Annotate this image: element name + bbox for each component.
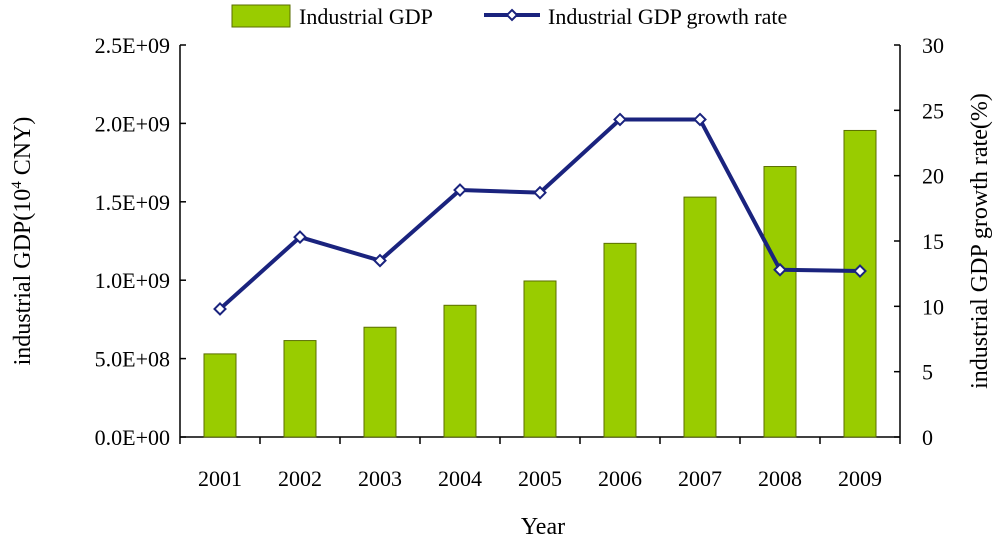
growth-rate-point-2007 — [693, 112, 707, 127]
left-axis-title-sup: 4 — [9, 181, 25, 189]
legend-bar-label: Industrial GDP — [299, 4, 433, 29]
growth-rate-point-2004 — [453, 183, 467, 197]
category-label: 2003 — [358, 466, 402, 491]
bar-2008 — [763, 166, 797, 438]
growth-rate-point-2009 — [853, 264, 867, 278]
bar-2001 — [203, 353, 237, 438]
bar-2003 — [363, 326, 397, 438]
category-label: 2001 — [198, 466, 242, 491]
growth-rate-series — [213, 112, 867, 316]
left-ticks: 0.0E+00 5.0E+08 1.0E+09 1.5E+09 2.0E+09 2.5E+… — [95, 33, 186, 450]
right-ticks: 0 5 10 15 20 25 30 — [894, 33, 944, 450]
bar-2006 — [603, 242, 637, 438]
category-label: 2005 — [518, 466, 562, 491]
left-tick-label: 0.0E+00 — [95, 425, 170, 450]
growth-rate-point-2006 — [613, 112, 627, 127]
category-label: 2006 — [598, 466, 642, 491]
growth-rate-point-2002 — [293, 230, 307, 244]
growth-rate-point-2008 — [773, 262, 787, 277]
right-tick-label: 10 — [922, 294, 944, 319]
right-tick-label: 5 — [922, 360, 933, 385]
left-tick-label: 5.0E+08 — [95, 347, 170, 372]
legend-bar-swatch — [231, 4, 291, 28]
left-axis-title-main: industrial GDP(10 — [10, 189, 36, 366]
left-tick-label: 2.0E+09 — [95, 111, 170, 136]
right-tick-label: 25 — [922, 98, 944, 123]
left-axis-title: industrial GDP(104 CNY) — [9, 117, 36, 366]
bar-2009 — [843, 129, 877, 438]
growth-rate-point-2001 — [213, 302, 227, 316]
right-tick-label: 15 — [922, 229, 944, 254]
category-labels: 2001 2002 2003 2004 2005 2006 2007 2008 2009 — [198, 466, 882, 491]
right-axis-title: industrial GDP growth rate(%) — [967, 93, 993, 389]
legend-line-label: Industrial GDP growth rate — [548, 4, 787, 29]
x-ticks — [179, 437, 901, 444]
left-axis-title-tail: CNY) — [10, 117, 36, 182]
right-tick-label: 0 — [922, 425, 933, 450]
bar-2005 — [523, 280, 557, 438]
growth-rate-point-2005 — [533, 185, 547, 200]
bars — [203, 129, 877, 438]
growth-rate-point-2003 — [373, 253, 387, 268]
left-tick-label: 1.0E+09 — [95, 268, 170, 293]
legend: Industrial GDP Industrial GDP growth rat… — [231, 4, 787, 29]
bar-2007 — [683, 196, 717, 438]
category-label: 2008 — [758, 466, 802, 491]
left-tick-label: 1.5E+09 — [95, 190, 170, 215]
bar-2002 — [283, 340, 317, 438]
right-tick-label: 30 — [922, 33, 944, 58]
category-label: 2002 — [278, 466, 322, 491]
left-tick-label: 2.5E+09 — [95, 33, 170, 58]
bar-2004 — [443, 304, 477, 438]
category-label: 2009 — [838, 466, 882, 491]
category-label: 2007 — [678, 466, 722, 491]
legend-line-marker — [505, 8, 519, 22]
category-label: 2004 — [438, 466, 482, 491]
x-axis-title: Year — [521, 514, 565, 540]
right-tick-label: 20 — [922, 164, 944, 189]
